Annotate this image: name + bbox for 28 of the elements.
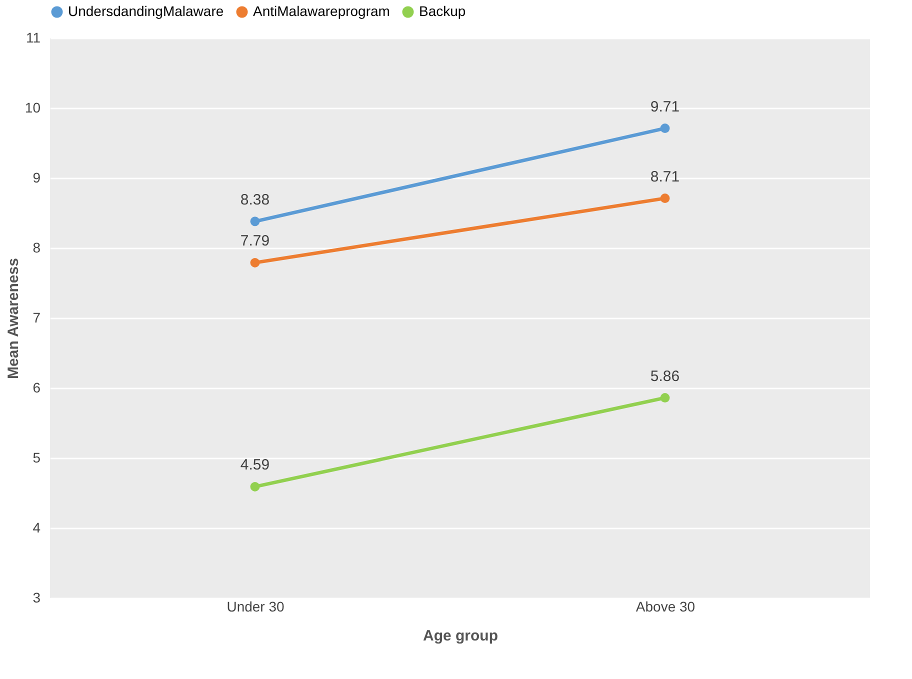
legend-label: UndersdandingMalaware — [68, 3, 224, 19]
x-tick-label: Above 30 — [636, 598, 696, 614]
y-tick-label: 10 — [24, 100, 41, 116]
x-axis-title: Age group — [423, 628, 498, 644]
data-label: 7.79 — [240, 232, 270, 250]
y-tick-label: 9 — [32, 170, 41, 186]
point — [660, 124, 670, 134]
y-tick-label: 4 — [32, 520, 41, 536]
y-tick-label: 8 — [32, 240, 41, 256]
data-label: 9.71 — [650, 98, 680, 116]
y-axis-title: Mean Awareness — [4, 258, 22, 379]
data-label: 8.71 — [650, 168, 680, 186]
x-tick-label: Under 30 — [226, 598, 285, 614]
point — [250, 258, 260, 268]
point — [660, 393, 670, 403]
data-label: 4.59 — [240, 456, 270, 474]
y-tick-label: 5 — [32, 450, 41, 466]
point — [250, 482, 260, 492]
legend-label: AntiMalawareprogram — [253, 3, 390, 19]
point — [660, 194, 670, 204]
legend-label: Backup — [419, 3, 466, 19]
data-label: 5.86 — [650, 368, 680, 385]
y-tick-label: 7 — [32, 310, 41, 326]
point — [250, 216, 260, 226]
y-tick-label: 3 — [32, 590, 41, 606]
data-label: 8.38 — [240, 191, 270, 208]
y-tick-label: 6 — [32, 380, 41, 396]
y-tick-label: 11 — [26, 30, 41, 46]
